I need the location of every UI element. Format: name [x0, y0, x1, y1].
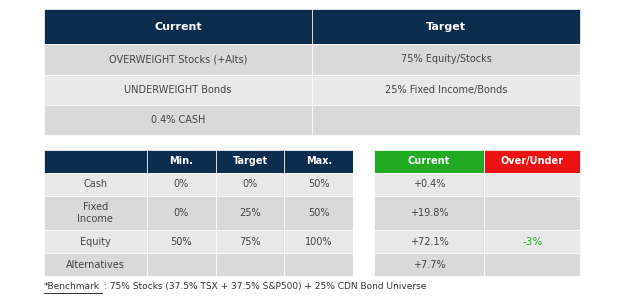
Text: *Benchmark: *Benchmark — [44, 282, 100, 291]
Text: 0%: 0% — [173, 179, 189, 189]
Text: 50%: 50% — [170, 237, 192, 247]
FancyBboxPatch shape — [147, 253, 216, 276]
Text: : 75% Stocks (37.5% TSX + 37.5% S&P500) + 25% CDN Bond Universe: : 75% Stocks (37.5% TSX + 37.5% S&P500) … — [104, 282, 427, 291]
FancyBboxPatch shape — [44, 230, 147, 253]
FancyBboxPatch shape — [44, 74, 312, 105]
Text: Cash: Cash — [83, 179, 107, 189]
Text: 50%: 50% — [308, 179, 329, 189]
FancyBboxPatch shape — [374, 196, 484, 230]
FancyBboxPatch shape — [374, 230, 484, 253]
FancyBboxPatch shape — [285, 150, 353, 173]
FancyBboxPatch shape — [374, 173, 484, 196]
FancyBboxPatch shape — [44, 253, 147, 276]
FancyBboxPatch shape — [285, 253, 353, 276]
FancyBboxPatch shape — [353, 150, 374, 173]
FancyBboxPatch shape — [44, 44, 312, 74]
Text: 0%: 0% — [243, 179, 258, 189]
FancyBboxPatch shape — [374, 253, 484, 276]
Text: OVERWEIGHT Stocks (+Alts): OVERWEIGHT Stocks (+Alts) — [109, 54, 247, 64]
FancyBboxPatch shape — [147, 150, 216, 173]
FancyBboxPatch shape — [147, 173, 216, 196]
FancyBboxPatch shape — [484, 196, 580, 230]
FancyBboxPatch shape — [484, 173, 580, 196]
Text: 0.4% CASH: 0.4% CASH — [150, 115, 205, 125]
FancyBboxPatch shape — [44, 150, 147, 173]
FancyBboxPatch shape — [285, 173, 353, 196]
FancyBboxPatch shape — [216, 150, 285, 173]
Text: Max.: Max. — [306, 156, 332, 166]
Text: +0.4%: +0.4% — [412, 179, 445, 189]
FancyBboxPatch shape — [285, 196, 353, 230]
Text: 25%: 25% — [239, 208, 261, 218]
FancyBboxPatch shape — [484, 150, 580, 173]
Text: 0%: 0% — [173, 208, 189, 218]
Text: +72.1%: +72.1% — [409, 237, 448, 247]
Text: 50%: 50% — [308, 208, 329, 218]
FancyBboxPatch shape — [44, 173, 147, 196]
FancyBboxPatch shape — [312, 105, 580, 135]
FancyBboxPatch shape — [312, 44, 580, 74]
Text: 75% Equity/Stocks: 75% Equity/Stocks — [401, 54, 492, 64]
Text: UNDERWEIGHT Bonds: UNDERWEIGHT Bonds — [124, 85, 232, 94]
Text: +19.8%: +19.8% — [410, 208, 448, 218]
Text: 100%: 100% — [305, 237, 333, 247]
FancyBboxPatch shape — [216, 230, 285, 253]
Text: Equity: Equity — [80, 237, 110, 247]
FancyBboxPatch shape — [44, 105, 312, 135]
FancyBboxPatch shape — [353, 230, 374, 253]
Text: Current: Current — [408, 156, 450, 166]
Text: Current: Current — [154, 22, 202, 32]
FancyBboxPatch shape — [484, 230, 580, 253]
Text: Target: Target — [233, 156, 268, 166]
FancyBboxPatch shape — [147, 196, 216, 230]
Text: -3%: -3% — [522, 237, 542, 247]
FancyBboxPatch shape — [353, 253, 374, 276]
Text: +7.7%: +7.7% — [412, 260, 446, 269]
FancyBboxPatch shape — [216, 253, 285, 276]
FancyBboxPatch shape — [374, 150, 484, 173]
FancyBboxPatch shape — [353, 173, 374, 196]
FancyBboxPatch shape — [44, 196, 147, 230]
FancyBboxPatch shape — [216, 173, 285, 196]
FancyBboxPatch shape — [285, 230, 353, 253]
Text: Fixed
Income: Fixed Income — [77, 202, 113, 224]
Text: Min.: Min. — [169, 156, 193, 166]
Text: 75%: 75% — [239, 237, 261, 247]
FancyBboxPatch shape — [216, 196, 285, 230]
FancyBboxPatch shape — [147, 230, 216, 253]
Text: Target: Target — [426, 22, 466, 32]
Text: Alternatives: Alternatives — [66, 260, 125, 269]
FancyBboxPatch shape — [312, 9, 580, 44]
Text: 25% Fixed Income/Bonds: 25% Fixed Income/Bonds — [385, 85, 507, 94]
FancyBboxPatch shape — [312, 74, 580, 105]
FancyBboxPatch shape — [44, 9, 312, 44]
FancyBboxPatch shape — [353, 196, 374, 230]
FancyBboxPatch shape — [484, 253, 580, 276]
Text: Over/Under: Over/Under — [500, 156, 563, 166]
